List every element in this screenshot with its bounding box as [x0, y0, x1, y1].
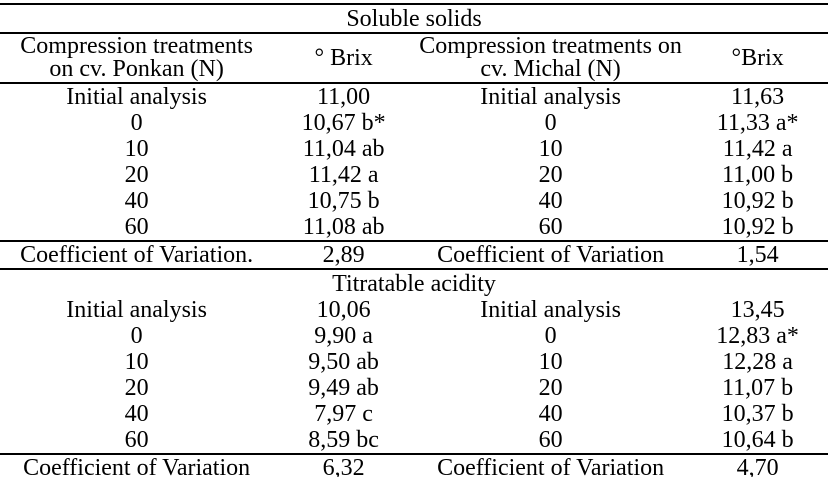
acidity-value-cell: 8,59 bc	[308, 427, 379, 453]
brix-value-cell: 11,33 a*	[716, 110, 799, 136]
acidity-value-cell: 9,49 ab	[308, 375, 379, 401]
table-row: Initial analysis 11,00 Initial analysis …	[0, 83, 828, 110]
brix-value-cell: 10,92 b	[721, 214, 794, 240]
table-row: 10 9,50 ab 10 12,28 a	[0, 349, 828, 375]
treatment-label-cell: 10	[538, 349, 563, 375]
treatment-label-cell: 0	[130, 110, 143, 136]
acidity-value-cell: 9,50 ab	[308, 349, 379, 375]
treatment-label-cell: 10	[124, 349, 149, 375]
treatment-label-cell: 20	[124, 162, 149, 188]
table-row: 20 9,49 ab 20 11,07 b	[0, 375, 828, 401]
cv-value-cell: 2,89	[273, 240, 414, 270]
col-header-michal-treatments: Compression treatments on cv. Michal (N)	[413, 33, 688, 84]
col-header-ponkan-line1: Compression treatments	[20, 33, 253, 59]
cv-label-cell: Coefficient of Variation	[413, 240, 688, 270]
brix-value-cell: 10,92 b	[721, 188, 794, 214]
col-header-brix-ponkan: ° Brix	[273, 33, 414, 84]
acidity-value-cell: 12,28 a	[722, 349, 793, 375]
treatment-label-cell: 10	[124, 136, 149, 162]
acidity-value-cell: 9,90 a	[314, 323, 373, 349]
col-header-ponkan-line2: on cv. Ponkan (N)	[49, 56, 224, 82]
brix-value-cell: 11,08 ab	[302, 214, 385, 240]
section-title-row-soluble-solids: Soluble solids	[0, 3, 828, 34]
treatment-label-cell: 0	[544, 323, 557, 349]
section-title-row-titratable-acidity: Titratable acidity	[0, 269, 828, 297]
treatment-label-cell: 0	[544, 110, 557, 136]
brix-value-cell: 11,42 a	[308, 162, 379, 188]
table-row: 10 11,04 ab 10 11,42 a	[0, 136, 828, 162]
cv-label-cell: Coefficient of Variation	[413, 453, 688, 477]
treatment-label-cell: 60	[538, 427, 563, 453]
col-header-michal-line1: Compression treatments on	[419, 33, 682, 59]
treatment-label-cell: 20	[538, 162, 563, 188]
table-row: Initial analysis 10,06 Initial analysis …	[0, 297, 828, 323]
brix-value-cell: 10,75 b	[307, 188, 380, 214]
treatment-label-cell: Initial analysis	[66, 84, 207, 110]
brix-value-cell: 11,00	[317, 84, 371, 110]
results-table: Soluble solids Compression treatments on…	[0, 3, 828, 477]
acidity-value-cell: 10,37 b	[721, 401, 794, 427]
acidity-value-cell: 11,07 b	[722, 375, 794, 401]
treatment-label-cell: 20	[124, 375, 149, 401]
table-row: 0 10,67 b* 0 11,33 a*	[0, 110, 828, 136]
treatment-label-cell: 40	[124, 188, 149, 214]
section-title-titratable-acidity: Titratable acidity	[332, 270, 496, 297]
table-row: 40 7,97 c 40 10,37 b	[0, 401, 828, 427]
acidity-value-cell: 13,45	[730, 297, 785, 323]
acidity-value-cell: 10,06	[316, 297, 371, 323]
table-row: 60 11,08 ab 60 10,92 b	[0, 214, 828, 241]
brix-value-cell: 11,63	[731, 84, 785, 110]
cv-value-cell: 4,70	[687, 453, 828, 477]
treatment-label-cell: Initial analysis	[480, 297, 621, 323]
brix-value-cell: 11,00 b	[722, 162, 794, 188]
treatment-label-cell: Initial analysis	[66, 297, 207, 323]
section-title-soluble-solids: Soluble solids	[0, 3, 828, 34]
acidity-value-cell: 12,83 a*	[716, 323, 799, 349]
col-header-brix-michal: °Brix	[687, 33, 828, 84]
brix-value-cell: 11,04 ab	[302, 136, 385, 162]
cv-value-cell: 1,54	[687, 240, 828, 270]
cv-label-cell: Coefficient of Variation.	[0, 240, 274, 270]
table-row: 60 8,59 bc 60 10,64 b	[0, 427, 828, 454]
treatment-label-cell: 20	[538, 375, 563, 401]
treatment-label-cell: 40	[124, 401, 149, 427]
treatment-label-cell: 40	[538, 401, 563, 427]
treatment-label-cell: 40	[538, 188, 563, 214]
treatment-label-cell: Initial analysis	[480, 84, 621, 110]
table-row: 0 9,90 a 0 12,83 a*	[0, 323, 828, 349]
acidity-value-cell: 7,97 c	[314, 401, 373, 427]
column-header-row: Compression treatments on cv. Ponkan (N)…	[0, 33, 828, 84]
treatment-label-cell: 10	[538, 136, 563, 162]
treatment-label-cell: 60	[124, 214, 149, 240]
cv-value-cell: 6,32	[273, 453, 414, 477]
cv-label-cell: Coefficient of Variation	[0, 453, 274, 477]
acidity-value-cell: 10,64 b	[721, 427, 794, 453]
treatment-label-cell: 0	[130, 323, 143, 349]
col-header-ponkan-treatments: Compression treatments on cv. Ponkan (N)	[0, 33, 274, 84]
cv-row: Coefficient of Variation 6,32 Coefficien…	[0, 453, 828, 477]
col-header-michal-line2: cv. Michal (N)	[480, 56, 621, 82]
brix-value-cell: 11,42 a	[722, 136, 793, 162]
treatment-label-cell: 60	[538, 214, 563, 240]
brix-value-cell: 10,67 b*	[301, 110, 386, 136]
treatment-label-cell: 60	[124, 427, 149, 453]
table-row: 20 11,42 a 20 11,00 b	[0, 162, 828, 188]
table-row: 40 10,75 b 40 10,92 b	[0, 188, 828, 214]
cv-row: Coefficient of Variation. 2,89 Coefficie…	[0, 240, 828, 270]
